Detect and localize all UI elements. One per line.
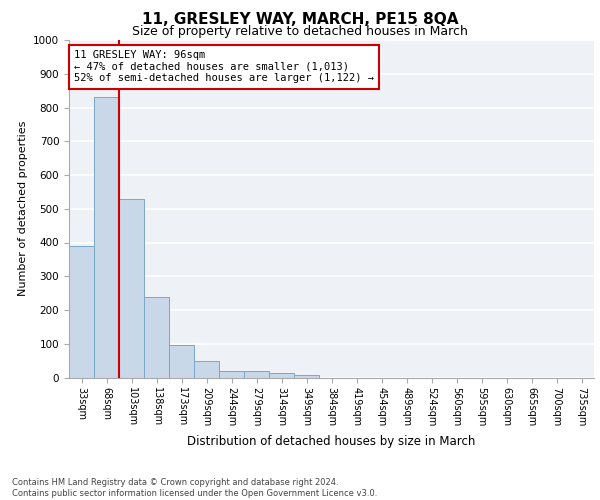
- Text: Size of property relative to detached houses in March: Size of property relative to detached ho…: [132, 25, 468, 38]
- Bar: [194, 360, 219, 378]
- Text: 11 GRESLEY WAY: 96sqm
← 47% of detached houses are smaller (1,013)
52% of semi-d: 11 GRESLEY WAY: 96sqm ← 47% of detached …: [74, 50, 374, 84]
- X-axis label: Distribution of detached houses by size in March: Distribution of detached houses by size …: [187, 435, 476, 448]
- Bar: [219, 371, 244, 378]
- Bar: [144, 296, 169, 378]
- Bar: [244, 371, 269, 378]
- Bar: [119, 198, 144, 378]
- Text: Contains HM Land Registry data © Crown copyright and database right 2024.
Contai: Contains HM Land Registry data © Crown c…: [12, 478, 377, 498]
- Y-axis label: Number of detached properties: Number of detached properties: [17, 121, 28, 296]
- Bar: [94, 98, 119, 378]
- Bar: [69, 246, 94, 378]
- Bar: [269, 373, 294, 378]
- Text: 11, GRESLEY WAY, MARCH, PE15 8QA: 11, GRESLEY WAY, MARCH, PE15 8QA: [142, 12, 458, 28]
- Bar: [169, 346, 194, 378]
- Bar: [294, 375, 319, 378]
